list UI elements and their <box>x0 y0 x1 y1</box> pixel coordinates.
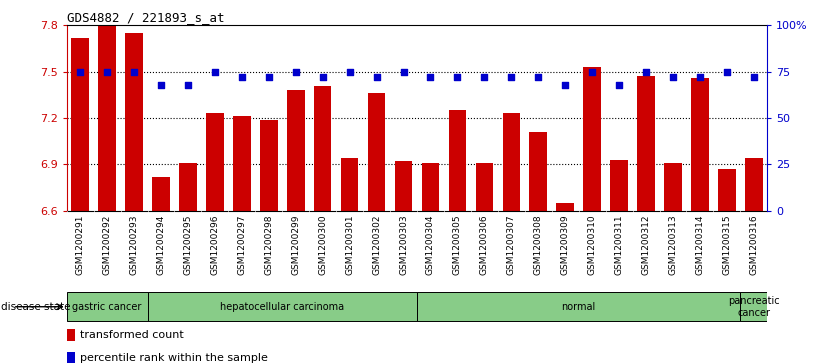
Point <box>721 69 734 75</box>
Bar <box>394 161 412 211</box>
Bar <box>179 163 197 211</box>
Text: gastric cancer: gastric cancer <box>73 302 142 312</box>
Point <box>262 74 275 80</box>
Point <box>450 74 464 80</box>
Text: GSM1200299: GSM1200299 <box>291 215 300 275</box>
Text: GSM1200314: GSM1200314 <box>696 215 705 275</box>
Bar <box>422 163 440 211</box>
Text: GSM1200295: GSM1200295 <box>183 215 193 275</box>
Text: pancreatic
cancer: pancreatic cancer <box>728 296 780 318</box>
Point <box>666 74 680 80</box>
Bar <box>745 158 762 211</box>
Bar <box>72 38 89 211</box>
Bar <box>67 329 75 340</box>
Point <box>73 69 87 75</box>
Bar <box>233 117 250 211</box>
Text: GSM1200300: GSM1200300 <box>319 215 327 275</box>
Bar <box>584 67 600 211</box>
Text: GSM1200313: GSM1200313 <box>669 215 677 275</box>
Bar <box>368 93 385 211</box>
Point <box>235 74 249 80</box>
Text: GSM1200291: GSM1200291 <box>76 215 85 275</box>
Point <box>181 82 194 87</box>
Point <box>531 74 545 80</box>
Bar <box>741 292 767 322</box>
Point <box>640 69 653 75</box>
Text: GSM1200315: GSM1200315 <box>722 215 731 275</box>
Text: GSM1200312: GSM1200312 <box>641 215 651 275</box>
Bar <box>148 292 417 322</box>
Text: GSM1200294: GSM1200294 <box>157 215 165 275</box>
Bar <box>449 110 466 211</box>
Point <box>316 74 329 80</box>
Text: GSM1200307: GSM1200307 <box>507 215 515 275</box>
Bar <box>341 158 359 211</box>
Text: GSM1200298: GSM1200298 <box>264 215 274 275</box>
Point <box>397 69 410 75</box>
Point <box>343 69 356 75</box>
Text: GSM1200303: GSM1200303 <box>399 215 408 275</box>
Text: hepatocellular carcinoma: hepatocellular carcinoma <box>220 302 344 312</box>
Text: GSM1200293: GSM1200293 <box>129 215 138 275</box>
Bar <box>503 113 520 211</box>
Text: transformed count: transformed count <box>80 330 183 340</box>
Bar <box>691 78 709 211</box>
Text: GSM1200316: GSM1200316 <box>749 215 758 275</box>
Bar <box>260 119 278 211</box>
Bar <box>206 113 224 211</box>
Bar <box>530 132 547 211</box>
Bar <box>67 352 75 363</box>
Point <box>128 69 141 75</box>
Bar <box>556 203 574 211</box>
Text: GSM1200302: GSM1200302 <box>372 215 381 275</box>
Text: GSM1200301: GSM1200301 <box>345 215 354 275</box>
Bar <box>664 163 681 211</box>
Point <box>370 74 384 80</box>
Bar <box>287 90 304 211</box>
Text: GSM1200306: GSM1200306 <box>480 215 489 275</box>
Text: GSM1200304: GSM1200304 <box>426 215 435 275</box>
Text: disease state: disease state <box>1 302 70 312</box>
Text: percentile rank within the sample: percentile rank within the sample <box>80 354 268 363</box>
Bar <box>314 86 331 211</box>
Point <box>612 82 626 87</box>
Text: GSM1200297: GSM1200297 <box>238 215 246 275</box>
Text: GSM1200292: GSM1200292 <box>103 215 112 275</box>
Bar <box>637 76 655 211</box>
Bar <box>67 292 148 322</box>
Point <box>289 69 303 75</box>
Text: GSM1200309: GSM1200309 <box>560 215 570 275</box>
Bar <box>610 160 628 211</box>
Bar <box>153 176 170 211</box>
Point <box>208 69 222 75</box>
Text: GDS4882 / 221893_s_at: GDS4882 / 221893_s_at <box>67 11 224 24</box>
Point <box>100 69 113 75</box>
Point <box>154 82 168 87</box>
Bar <box>718 169 736 211</box>
Point <box>478 74 491 80</box>
Point <box>559 82 572 87</box>
Point <box>505 74 518 80</box>
Text: normal: normal <box>561 302 595 312</box>
Bar <box>475 163 493 211</box>
Text: GSM1200310: GSM1200310 <box>588 215 596 275</box>
Text: GSM1200296: GSM1200296 <box>210 215 219 275</box>
Text: GSM1200305: GSM1200305 <box>453 215 462 275</box>
Bar <box>125 33 143 211</box>
Point <box>585 69 599 75</box>
Point <box>424 74 437 80</box>
Text: GSM1200308: GSM1200308 <box>534 215 543 275</box>
Point <box>693 74 706 80</box>
Text: GSM1200311: GSM1200311 <box>615 215 624 275</box>
Bar <box>417 292 741 322</box>
Bar <box>98 25 116 211</box>
Point <box>747 74 761 80</box>
